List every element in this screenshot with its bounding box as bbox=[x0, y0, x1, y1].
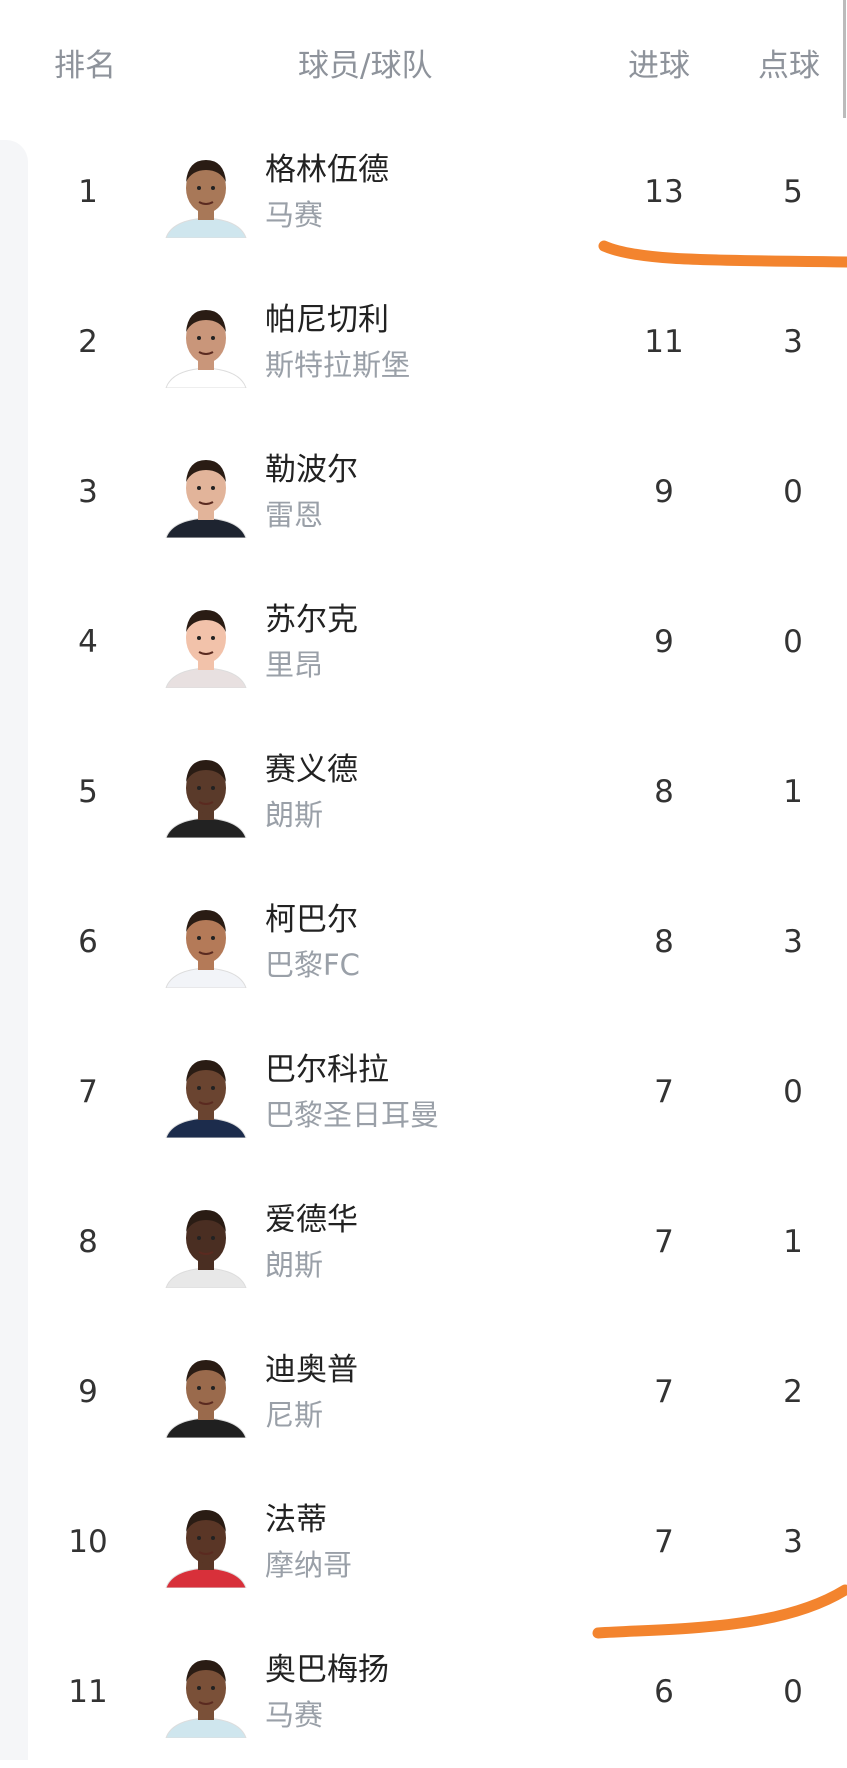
goals-value: 8 bbox=[654, 924, 674, 960]
team-name[interactable]: 尼斯 bbox=[265, 1398, 324, 1432]
table-row[interactable]: 8 爱德华 朗斯 7 1 bbox=[0, 1168, 847, 1318]
player-avatar bbox=[165, 910, 247, 988]
player-name[interactable]: 巴尔科拉 bbox=[265, 1052, 389, 1088]
goals-value: 9 bbox=[654, 624, 674, 660]
table-row[interactable]: 10 法蒂 摩纳哥 7 3 bbox=[0, 1468, 847, 1618]
team-name[interactable]: 摩纳哥 bbox=[265, 1548, 353, 1582]
table-row[interactable]: 7 巴尔科拉 巴黎圣日耳曼 7 0 bbox=[0, 1018, 847, 1168]
player-avatar bbox=[165, 1210, 247, 1288]
table-row[interactable]: 5 赛义德 朗斯 8 1 bbox=[0, 718, 847, 868]
player-name[interactable]: 奥巴梅扬 bbox=[265, 1652, 389, 1688]
goals-value: 7 bbox=[654, 1524, 674, 1560]
penalties-value: 1 bbox=[783, 1224, 803, 1260]
rank: 9 bbox=[78, 1374, 98, 1410]
rank: 1 bbox=[78, 174, 98, 210]
player-name[interactable]: 赛义德 bbox=[265, 752, 358, 788]
player-avatar bbox=[165, 1360, 247, 1438]
scrollbar[interactable] bbox=[843, 0, 846, 118]
goals-value: 7 bbox=[654, 1074, 674, 1110]
goals-value: 7 bbox=[654, 1224, 674, 1260]
penalties-value: 1 bbox=[783, 774, 803, 810]
player-avatar bbox=[165, 1660, 247, 1738]
player-name[interactable]: 勒波尔 bbox=[265, 452, 358, 488]
team-name[interactable]: 马赛 bbox=[265, 1698, 324, 1732]
team-name[interactable]: 马赛 bbox=[265, 198, 324, 232]
header-rank: 排名 bbox=[54, 48, 116, 84]
team-name[interactable]: 朗斯 bbox=[265, 798, 324, 832]
penalties-value: 3 bbox=[783, 324, 803, 360]
player-name[interactable]: 柯巴尔 bbox=[265, 902, 358, 938]
player-avatar bbox=[165, 310, 247, 388]
rank: 7 bbox=[78, 1074, 98, 1110]
team-name[interactable]: 朗斯 bbox=[265, 1248, 324, 1282]
penalties-value: 2 bbox=[783, 1374, 803, 1410]
team-name[interactable]: 斯特拉斯堡 bbox=[265, 348, 411, 382]
player-avatar bbox=[165, 760, 247, 838]
goals-value: 7 bbox=[654, 1374, 674, 1410]
penalties-value: 5 bbox=[783, 174, 803, 210]
left-panel-edge bbox=[0, 140, 28, 1760]
table-row[interactable]: 9 迪奥普 尼斯 7 2 bbox=[0, 1318, 847, 1468]
table-row[interactable]: 3 勒波尔 雷恩 9 0 bbox=[0, 418, 847, 568]
player-name[interactable]: 苏尔克 bbox=[265, 602, 358, 638]
team-name[interactable]: 巴黎FC bbox=[265, 948, 360, 982]
player-avatar bbox=[165, 160, 247, 238]
table-row[interactable]: 11 奥巴梅扬 马赛 6 0 bbox=[0, 1618, 847, 1768]
rank: 2 bbox=[78, 324, 98, 360]
team-name[interactable]: 巴黎圣日耳曼 bbox=[265, 1098, 440, 1132]
player-avatar bbox=[165, 1060, 247, 1138]
goals-value: 9 bbox=[654, 474, 674, 510]
penalties-value: 0 bbox=[783, 1074, 803, 1110]
table-row[interactable]: 4 苏尔克 里昂 9 0 bbox=[0, 568, 847, 718]
header-penalties[interactable]: 点球 bbox=[758, 48, 820, 84]
rank: 5 bbox=[78, 774, 98, 810]
rank: 6 bbox=[78, 924, 98, 960]
team-name[interactable]: 雷恩 bbox=[265, 498, 324, 532]
penalties-value: 3 bbox=[783, 1524, 803, 1560]
player-name[interactable]: 迪奥普 bbox=[265, 1352, 358, 1388]
penalties-value: 0 bbox=[783, 1674, 803, 1710]
header-player-team: 球员/球队 bbox=[298, 48, 433, 84]
player-name[interactable]: 爱德华 bbox=[265, 1202, 358, 1238]
header-goals[interactable]: 进球 bbox=[628, 48, 690, 84]
player-name[interactable]: 格林伍德 bbox=[265, 152, 389, 188]
goals-value: 6 bbox=[654, 1674, 674, 1710]
penalties-value: 3 bbox=[783, 924, 803, 960]
rank: 3 bbox=[78, 474, 98, 510]
player-avatar bbox=[165, 1510, 247, 1588]
player-name[interactable]: 帕尼切利 bbox=[265, 302, 389, 338]
goals-value: 8 bbox=[654, 774, 674, 810]
table-row[interactable]: 2 帕尼切利 斯特拉斯堡 11 3 bbox=[0, 268, 847, 418]
rank: 10 bbox=[68, 1524, 108, 1560]
player-avatar bbox=[165, 610, 247, 688]
table-row[interactable]: 1 格林伍德 马赛 13 5 bbox=[0, 118, 847, 268]
table-header: 排名 球员/球队 进球 点球 bbox=[0, 0, 847, 130]
rank: 11 bbox=[68, 1674, 108, 1710]
rank: 8 bbox=[78, 1224, 98, 1260]
goals-value: 13 bbox=[644, 174, 684, 210]
table-row[interactable]: 6 柯巴尔 巴黎FC 8 3 bbox=[0, 868, 847, 1018]
penalties-value: 0 bbox=[783, 474, 803, 510]
player-name[interactable]: 法蒂 bbox=[265, 1502, 327, 1538]
player-avatar bbox=[165, 460, 247, 538]
goals-value: 11 bbox=[644, 324, 684, 360]
penalties-value: 0 bbox=[783, 624, 803, 660]
rank: 4 bbox=[78, 624, 98, 660]
team-name[interactable]: 里昂 bbox=[265, 648, 324, 682]
